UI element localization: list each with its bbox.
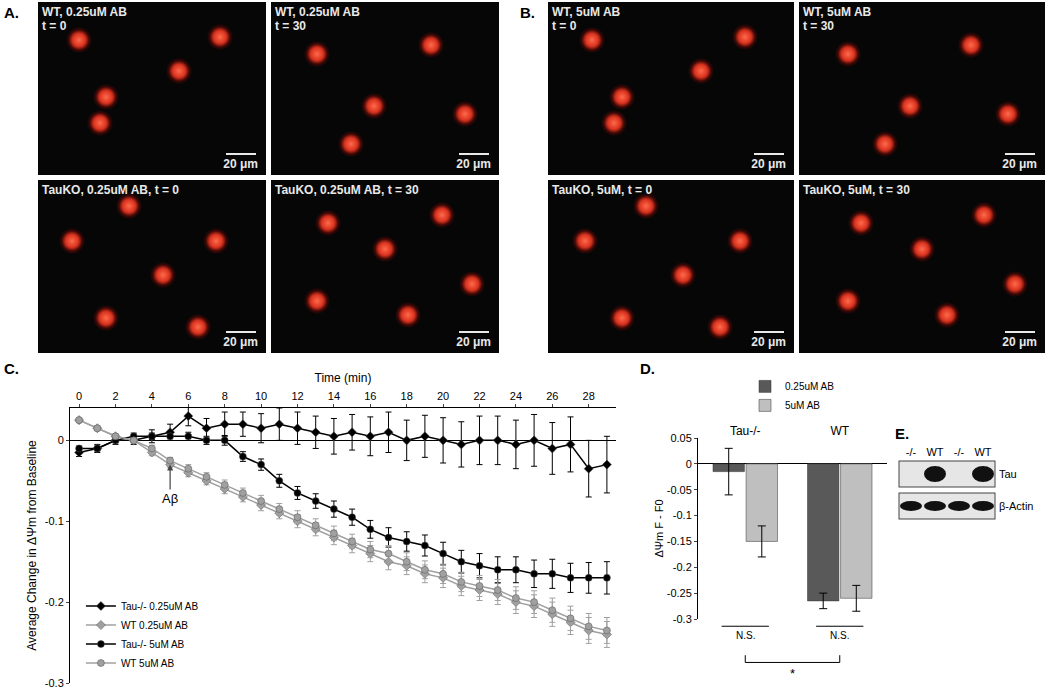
html-text:TauKO, 5uM, t = 0: TauKO, 5uM, t = 0: [552, 183, 653, 197]
svg-text:20: 20: [437, 390, 449, 402]
svg-text:24: 24: [510, 390, 522, 402]
svg-text:12: 12: [291, 390, 303, 402]
html-text:TauKO, 0.25uM AB, t = 30: TauKO, 0.25uM AB, t = 30: [275, 183, 419, 197]
svg-text:0: 0: [58, 434, 64, 446]
html-text:t = 0: t = 0: [42, 19, 67, 33]
svg-text:-0.3: -0.3: [45, 677, 64, 689]
svg-text:-/-: -/-: [906, 446, 917, 458]
html-text:20 μm: 20 μm: [456, 157, 491, 171]
svg-text:8: 8: [222, 390, 228, 402]
svg-text:Tau-/- 5uM AB: Tau-/- 5uM AB: [121, 639, 185, 650]
html-text:WT, 0.25uM AB: WT, 0.25uM AB: [42, 5, 127, 19]
svg-text:2: 2: [112, 390, 118, 402]
html-text:t = 30: t = 30: [275, 19, 306, 33]
html-text:E.: E.: [895, 425, 910, 442]
html-text:B.: B.: [520, 4, 535, 21]
svg-text:-/-: -/-: [954, 446, 965, 458]
html-text:TauKO, 0.25uM AB, t = 0: TauKO, 0.25uM AB, t = 0: [42, 183, 179, 197]
svg-text:-0.05: -0.05: [667, 484, 692, 496]
html-text:20 μm: 20 μm: [751, 335, 786, 349]
svg-text:*: *: [790, 666, 795, 681]
svg-text:22: 22: [473, 390, 485, 402]
svg-text:10: 10: [255, 390, 267, 402]
svg-text:Average Change in ΔΨm from Bas: Average Change in ΔΨm from Baseline: [25, 440, 39, 651]
svg-text:Time (min): Time (min): [315, 371, 372, 385]
html-text:TauKO, 5uM, t = 30: TauKO, 5uM, t = 30: [803, 183, 910, 197]
svg-text:Tau-/- 0.25uM AB: Tau-/- 0.25uM AB: [121, 601, 199, 612]
html-text:20 μm: 20 μm: [223, 335, 258, 349]
svg-text:-0.1: -0.1: [673, 509, 692, 521]
svg-text:N.S.: N.S.: [736, 630, 755, 641]
svg-text:16: 16: [364, 390, 376, 402]
svg-text:-0.3: -0.3: [673, 613, 692, 625]
svg-text:4: 4: [149, 390, 155, 402]
svg-text:WT: WT: [974, 446, 991, 458]
html-text:D.: D.: [640, 360, 655, 377]
svg-text:0: 0: [76, 390, 82, 402]
svg-text:-0.25: -0.25: [667, 587, 692, 599]
svg-text:-0.2: -0.2: [45, 596, 64, 608]
svg-text:0: 0: [686, 458, 692, 470]
svg-text:-0.2: -0.2: [673, 561, 692, 573]
svg-text:WT: WT: [830, 424, 849, 438]
svg-text:N.S.: N.S.: [830, 630, 849, 641]
svg-text:-0.15: -0.15: [667, 535, 692, 547]
html-text:A.: A.: [4, 4, 19, 21]
html-text:20 μm: 20 μm: [456, 335, 491, 349]
svg-text:18: 18: [401, 390, 413, 402]
html-text:t = 0: t = 0: [552, 19, 577, 33]
svg-text:Aβ: Aβ: [162, 491, 178, 506]
svg-text:26: 26: [546, 390, 558, 402]
svg-text:0.25uM AB: 0.25uM AB: [785, 381, 834, 392]
html-text:WT, 5uM AB: WT, 5uM AB: [552, 5, 621, 19]
svg-text:Tau-/-: Tau-/-: [730, 424, 761, 438]
svg-text:WT 5uM AB: WT 5uM AB: [121, 658, 174, 669]
svg-text:14: 14: [328, 390, 340, 402]
svg-text:5uM AB: 5uM AB: [785, 400, 820, 411]
html-text:20 μm: 20 μm: [751, 157, 786, 171]
svg-text:ΔΨm F - F0: ΔΨm F - F0: [653, 499, 665, 557]
html-text:20 μm: 20 μm: [1002, 157, 1037, 171]
html-text:C.: C.: [4, 360, 19, 377]
svg-text:Tau: Tau: [999, 468, 1017, 480]
svg-text:-0.1: -0.1: [45, 515, 64, 527]
svg-text:0.05: 0.05: [670, 432, 691, 444]
svg-text:WT 0.25uM AB: WT 0.25uM AB: [121, 620, 188, 631]
html-text:20 μm: 20 μm: [223, 157, 258, 171]
svg-text:28: 28: [583, 390, 595, 402]
html-text:WT, 0.25uM AB: WT, 0.25uM AB: [275, 5, 360, 19]
html-text:20 μm: 20 μm: [1002, 335, 1037, 349]
svg-text:WT: WT: [926, 446, 943, 458]
svg-text:β-Actin: β-Actin: [999, 500, 1033, 512]
html-text:WT, 5uM AB: WT, 5uM AB: [803, 5, 872, 19]
html-text:t = 30: t = 30: [803, 19, 834, 33]
svg-text:6: 6: [185, 390, 191, 402]
